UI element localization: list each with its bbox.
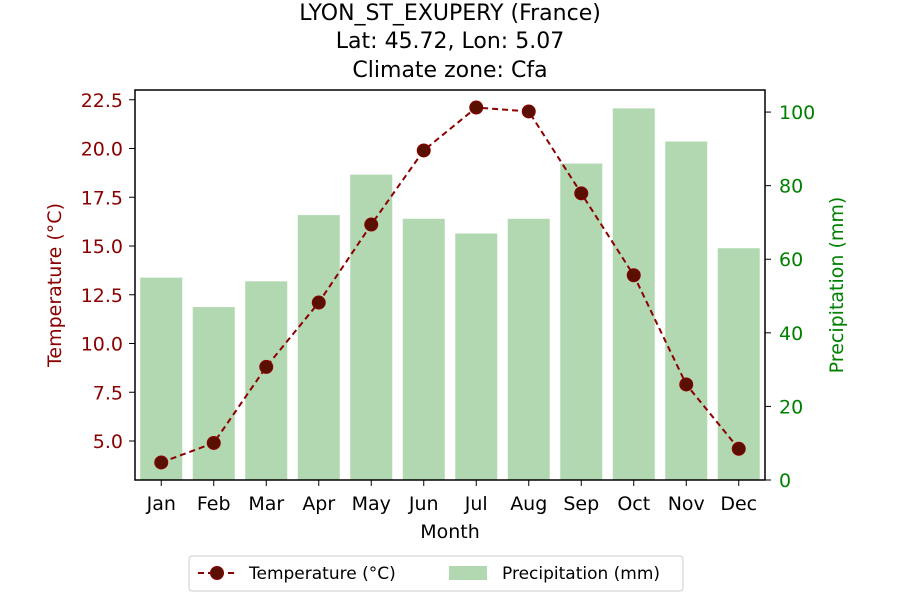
- legend-precipitation-label: Precipitation (mm): [502, 564, 660, 584]
- x-tick-label-may: May: [352, 493, 391, 515]
- chart-title-line-2: Lat: 45.72, Lon: 5.07: [336, 29, 564, 54]
- x-tick-label-dec: Dec: [720, 493, 757, 515]
- x-tick-label-sep: Sep: [563, 493, 599, 515]
- left-y-tick-label: 15.0: [81, 236, 123, 258]
- x-tick-label-jun: Jun: [408, 493, 439, 515]
- temperature-point-dec: [731, 441, 746, 456]
- temperature-point-aug: [521, 104, 536, 119]
- right-y-tick-label: 60: [779, 249, 803, 271]
- right-y-tick-label: 100: [779, 102, 815, 124]
- left-y-tick-label: 17.5: [81, 187, 123, 209]
- temperature-point-jun: [416, 143, 431, 158]
- temperature-point-mar: [259, 359, 274, 374]
- left-y-tick-label: 10.0: [81, 334, 123, 356]
- chart-title-line-3: Climate zone: Cfa: [352, 58, 547, 83]
- temperature-line: [154, 100, 746, 470]
- precipitation-bar-sep: [560, 163, 603, 480]
- right-y-tick-label: 40: [779, 323, 803, 345]
- temperature-point-nov: [679, 377, 694, 392]
- temperature-point-oct: [626, 268, 641, 283]
- precipitation-bar-feb: [192, 307, 235, 480]
- right-y-axis-ticks: 0 20 40 60 80 100: [765, 102, 815, 492]
- x-tick-label-mar: Mar: [248, 493, 284, 515]
- precipitation-bar-jun: [402, 218, 445, 480]
- x-tick-label-jul: Jul: [464, 493, 488, 515]
- left-y-tick-label: 22.5: [81, 90, 123, 112]
- x-tick-label-feb: Feb: [197, 493, 231, 515]
- left-y-tick-label: 7.5: [93, 382, 123, 404]
- right-y-tick-label: 20: [779, 396, 803, 418]
- right-y-tick-label: 80: [779, 176, 803, 198]
- precipitation-bar-jul: [455, 233, 498, 480]
- legend-temperature-swatch-marker: [210, 566, 224, 580]
- legend: Temperature (°C) Precipitation (mm): [188, 555, 684, 592]
- chart-title-line-1: LYON_ST_EXUPERY (France): [299, 1, 601, 26]
- temperature-point-sep: [574, 186, 589, 201]
- plot-frame: [134, 89, 766, 481]
- temperature-point-jul: [469, 100, 484, 115]
- temperature-point-may: [364, 217, 379, 232]
- chart-title: LYON_ST_EXUPERY (France) Lat: 45.72, Lon…: [299, 1, 601, 83]
- x-axis-label: Month: [420, 521, 480, 543]
- x-axis-ticks: Jan Feb Mar Apr May Jun Jul Aug Sep Oct Nov Dec: [146, 480, 757, 515]
- left-y-axis-ticks: 5.0 7.5 10.0 12.5 15.0 17.5 20.0 22.5: [81, 90, 135, 453]
- temperature-series-line: [160, 106, 740, 464]
- precipitation-bar-aug: [507, 218, 550, 480]
- left-y-axis-label: Temperature (°C): [44, 203, 66, 368]
- x-tick-label-jan: Jan: [146, 493, 176, 515]
- legend-temperature-label: Temperature (°C): [248, 564, 396, 584]
- temperature-point-feb: [206, 435, 221, 450]
- precipitation-bar-apr: [297, 215, 340, 480]
- precipitation-bars: [140, 108, 760, 481]
- right-y-tick-label: 0: [779, 470, 791, 492]
- right-y-axis-label: Precipitation (mm): [826, 197, 848, 374]
- left-y-tick-label: 5.0: [93, 431, 123, 453]
- left-y-tick-label: 20.0: [81, 139, 123, 161]
- temperature-point-apr: [311, 295, 326, 310]
- x-tick-label-apr: Apr: [302, 493, 335, 515]
- left-y-tick-label: 12.5: [81, 285, 123, 307]
- precipitation-bar-oct: [612, 108, 655, 480]
- legend-box: [188, 555, 684, 592]
- x-tick-label-oct: Oct: [617, 493, 650, 515]
- precipitation-bar-dec: [717, 248, 760, 480]
- precipitation-bar-mar: [245, 281, 288, 480]
- legend-precipitation-swatch: [449, 566, 487, 580]
- precipitation-bar-jan: [140, 277, 183, 480]
- temperature-point-jan: [154, 455, 169, 470]
- precipitation-bar-nov: [665, 141, 708, 480]
- x-tick-label-aug: Aug: [510, 493, 547, 515]
- x-tick-label-nov: Nov: [668, 493, 705, 515]
